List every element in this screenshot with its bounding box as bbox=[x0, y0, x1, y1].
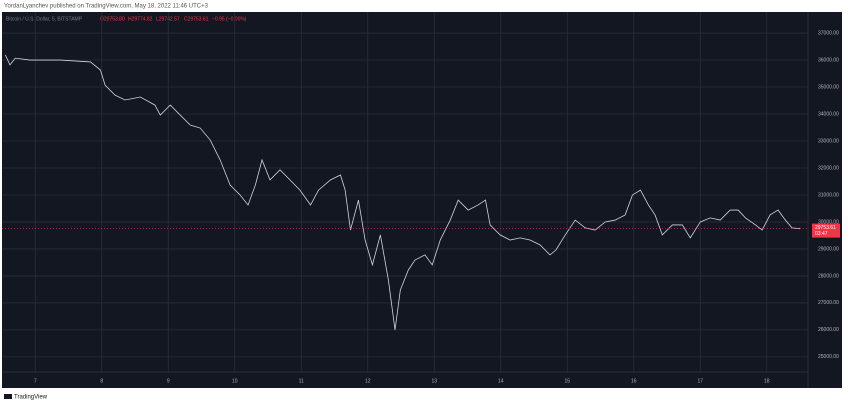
ohlc-value: O29753.80 bbox=[100, 16, 125, 22]
x-tick-label: 15 bbox=[564, 378, 570, 384]
x-tick-label: 18 bbox=[764, 378, 770, 384]
x-tick-label: 8 bbox=[100, 378, 103, 384]
x-tick-label: 16 bbox=[631, 378, 637, 384]
chart-background bbox=[2, 12, 842, 388]
price-line bbox=[4, 54, 801, 330]
x-tick-label: 14 bbox=[498, 378, 504, 384]
y-tick-label: 34000.00 bbox=[818, 111, 839, 117]
y-tick-label: 25000.00 bbox=[818, 354, 839, 360]
symbol-name: Bitcoin / U.S. Dollar, 5, BITSTAMP bbox=[6, 16, 83, 22]
y-tick-label: 32000.00 bbox=[818, 165, 839, 171]
y-tick-label: 27000.00 bbox=[818, 300, 839, 306]
x-tick-label: 9 bbox=[167, 378, 170, 384]
y-tick-label: 30000.00 bbox=[818, 219, 839, 225]
x-tick-label: 10 bbox=[232, 378, 238, 384]
x-tick-label: 11 bbox=[299, 378, 304, 384]
x-tick-label: 17 bbox=[697, 378, 703, 384]
y-tick-label: 31000.00 bbox=[818, 192, 839, 198]
footer-logo: TradingView bbox=[4, 394, 48, 401]
x-tick-label: 13 bbox=[431, 378, 437, 384]
last-price-label: 29753.61 bbox=[815, 225, 836, 231]
y-tick-label: 26000.00 bbox=[818, 327, 839, 333]
y-tick-label: 37000.00 bbox=[818, 30, 839, 36]
countdown-label: 03:47 bbox=[815, 231, 828, 237]
x-tick-label: 12 bbox=[365, 378, 371, 384]
ohlc-value: −0.95 (−0.00%) bbox=[212, 16, 247, 22]
publisher-line: YordanLyanchev published on TradingView.… bbox=[4, 4, 209, 10]
x-tick-label: 7 bbox=[34, 378, 37, 384]
y-tick-label: 29000.00 bbox=[818, 246, 839, 252]
ohlc-value: H29774.82 bbox=[128, 16, 153, 22]
y-tick-label: 28000.00 bbox=[818, 273, 839, 279]
last-price-box bbox=[812, 223, 840, 238]
y-tick-label: 36000.00 bbox=[818, 57, 839, 63]
ohlc-value: C29753.61 bbox=[184, 16, 209, 22]
footer-text: TradingView bbox=[14, 395, 48, 401]
y-tick-label: 33000.00 bbox=[818, 138, 839, 144]
y-tick-label: 35000.00 bbox=[818, 84, 839, 90]
logo-icon bbox=[4, 394, 12, 399]
